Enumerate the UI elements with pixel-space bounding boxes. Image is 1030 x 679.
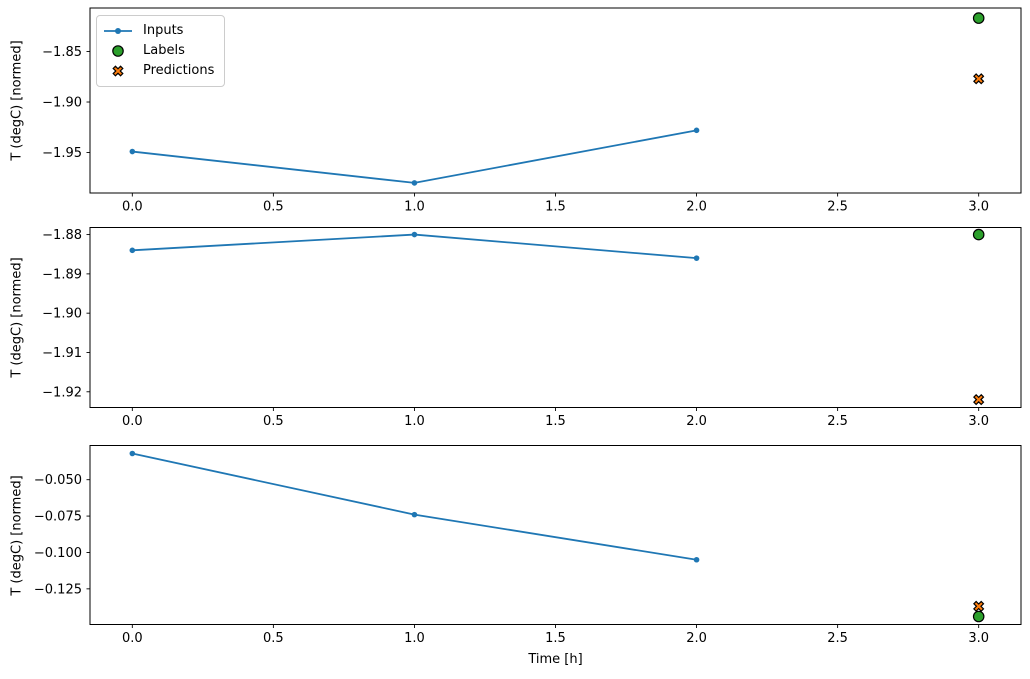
x-tick-label: 1.5: [545, 631, 566, 646]
x-tick-label: 1.0: [404, 631, 425, 646]
y-tick-label: −1.90: [42, 307, 82, 322]
subplot-2: 0.0 0.5 1.0 1.5 2.0 2.5 3.0 −1.88 −1.89 −1.90 −1.9…: [42, 227, 1022, 429]
predictions-x-icon: [102, 64, 134, 78]
subplot-3: 0.0 0.5 1.0 1.5 2.0 2.5 3.0 −0.050 −0.075 −0.100 −…: [34, 445, 1022, 646]
x-tick-label: 0.5: [263, 631, 284, 646]
x-tick-label: 0.0: [122, 200, 143, 215]
x-tick-label: 1.5: [545, 414, 566, 429]
y-tick-label: −1.89: [42, 267, 82, 282]
legend-label-predictions: Predictions: [143, 63, 215, 78]
legend-label-labels: Labels: [143, 43, 185, 58]
x-tick-label: 3.0: [968, 200, 989, 215]
x-tick-label: 2.5: [827, 414, 848, 429]
inputs-point-marker: [411, 180, 418, 186]
y-tick-label: −0.125: [34, 582, 82, 597]
x-tick-label: 0.0: [122, 631, 143, 646]
y-tick-label: −0.100: [34, 546, 82, 561]
subplot-1: 0.0 0.5 1.0 1.5 2.0 2.5 3.0 −1.85 −1.90 −1.95: [42, 7, 1022, 215]
ylabel-subplot-2: T (degC) [normed]: [9, 257, 25, 378]
inputs-point-marker: [411, 231, 418, 238]
y-tick-label: −1.91: [42, 346, 82, 361]
x-tick-label: 0.0: [122, 414, 143, 429]
inputs-line: [132, 129, 697, 184]
y-tick-label: −1.95: [42, 146, 82, 161]
inputs-point-marker: [693, 127, 700, 134]
axes-border: [89, 445, 1022, 625]
legend-label-inputs: Inputs: [143, 23, 184, 38]
x-tick-label: 0.5: [263, 414, 284, 429]
y-tick-label: −1.85: [42, 45, 82, 60]
legend-item-predictions: Predictions: [102, 63, 216, 78]
inputs-point-marker: [693, 255, 700, 261]
x-tick-label: 1.0: [404, 414, 425, 429]
axes-border: [89, 7, 1022, 194]
inputs-line: [132, 233, 697, 260]
labels-marker: [972, 12, 985, 24]
legend-item-labels: Labels: [102, 43, 216, 58]
inputs-line-icon: [102, 24, 134, 38]
inputs-point-marker: [129, 450, 136, 457]
x-tick-label: 2.0: [686, 200, 707, 215]
labels-marker: [972, 610, 985, 623]
predictions-marker: [973, 73, 985, 85]
predictions-marker: [973, 393, 985, 406]
xlabel: Time [h]: [528, 652, 583, 667]
inputs-point-marker: [411, 511, 418, 518]
x-tick-label: 1.0: [404, 200, 425, 215]
x-tick-label: 2.0: [686, 414, 707, 429]
y-tick-label: −1.92: [42, 385, 82, 400]
y-tick-label: −0.050: [34, 473, 82, 488]
inputs-line: [132, 452, 697, 561]
x-tick-label: 2.5: [827, 200, 848, 215]
inputs-point-marker: [129, 148, 136, 155]
legend-item-inputs: Inputs: [102, 23, 216, 38]
legend: Inputs Labels Predictions: [96, 15, 225, 87]
labels-marker: [972, 228, 985, 241]
x-tick-label: 3.0: [968, 631, 989, 646]
x-tick-label: 2.0: [686, 631, 707, 646]
x-tick-label: 0.5: [263, 200, 284, 215]
inputs-point-marker: [693, 556, 700, 563]
inputs-point-marker: [129, 247, 136, 254]
y-tick-label: −1.90: [42, 96, 82, 111]
ylabel-subplot-3: T (degC) [normed]: [9, 474, 25, 596]
labels-circle-icon: [102, 44, 134, 58]
predictions-marker: [973, 600, 985, 612]
x-tick-label: 3.0: [968, 414, 989, 429]
y-tick-label: −0.075: [34, 510, 82, 525]
x-tick-label: 2.5: [827, 631, 848, 646]
x-tick-label: 1.5: [545, 200, 566, 215]
ylabel-subplot-1: T (degC) [normed]: [9, 40, 25, 161]
y-tick-label: −1.88: [42, 228, 82, 243]
axes-border: [89, 227, 1022, 408]
